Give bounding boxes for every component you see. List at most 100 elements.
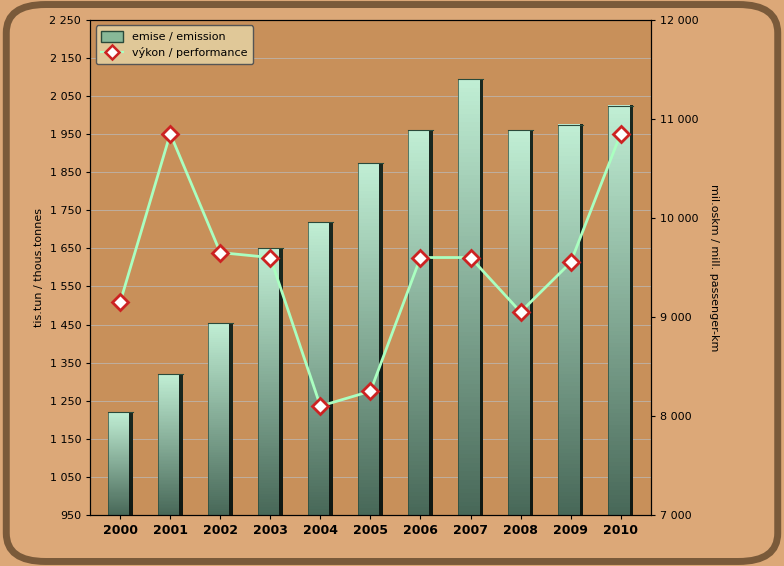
Bar — [308, 289, 333, 292]
Bar — [480, 310, 483, 314]
Bar — [308, 448, 333, 451]
Bar — [408, 430, 433, 434]
Bar — [208, 394, 233, 396]
Bar — [279, 499, 283, 501]
Bar — [630, 384, 633, 388]
Bar — [180, 388, 183, 389]
Bar — [480, 188, 483, 192]
Bar — [508, 365, 533, 369]
Bar — [458, 118, 483, 122]
Bar — [107, 469, 132, 470]
Bar — [379, 381, 383, 385]
Bar — [630, 343, 633, 347]
Bar — [107, 447, 132, 448]
Bar — [180, 512, 183, 514]
Bar — [608, 212, 633, 216]
Bar — [358, 498, 383, 501]
Bar — [579, 398, 583, 402]
Bar — [258, 256, 283, 259]
Bar — [408, 250, 433, 254]
Bar — [508, 134, 533, 138]
Bar — [229, 380, 233, 382]
Bar — [358, 473, 383, 477]
Bar — [558, 398, 583, 402]
Bar — [329, 263, 333, 265]
Bar — [430, 319, 433, 323]
Bar — [329, 389, 333, 392]
Bar — [258, 328, 283, 331]
Bar — [129, 491, 132, 492]
Bar — [358, 388, 383, 392]
Bar — [508, 161, 533, 165]
Bar — [258, 261, 283, 264]
Bar — [508, 503, 533, 507]
Bar — [630, 105, 633, 110]
Bar — [358, 180, 383, 184]
Bar — [329, 230, 333, 233]
Bar — [579, 429, 583, 433]
Bar — [180, 483, 183, 484]
Bar — [379, 300, 383, 303]
Bar — [158, 400, 183, 401]
Bar — [608, 245, 633, 249]
Bar — [279, 320, 283, 323]
Bar — [608, 167, 633, 171]
Bar — [107, 514, 132, 515]
Bar — [258, 371, 283, 374]
Bar — [579, 144, 583, 148]
Bar — [329, 286, 333, 289]
Bar — [329, 451, 333, 453]
Bar — [107, 424, 132, 426]
Bar — [107, 478, 132, 479]
Bar — [530, 449, 533, 453]
Bar — [608, 110, 633, 114]
Bar — [579, 168, 583, 171]
Bar — [279, 451, 283, 454]
Bar — [329, 453, 333, 456]
Bar — [608, 122, 633, 126]
Bar — [229, 351, 233, 353]
Bar — [608, 273, 633, 277]
Bar — [158, 447, 183, 449]
Bar — [458, 441, 483, 445]
Bar — [480, 406, 483, 410]
Bar — [180, 434, 183, 435]
Bar — [180, 464, 183, 466]
Bar — [408, 357, 433, 361]
Bar — [229, 463, 233, 465]
Bar — [630, 507, 633, 511]
Bar — [379, 297, 383, 300]
Bar — [630, 392, 633, 396]
Bar — [107, 427, 132, 428]
Bar — [530, 211, 533, 215]
Bar — [208, 355, 233, 357]
Bar — [480, 388, 483, 393]
Bar — [329, 310, 333, 312]
Bar — [558, 374, 583, 379]
Bar — [358, 448, 383, 452]
Bar — [107, 485, 132, 486]
Bar — [379, 473, 383, 477]
Bar — [458, 218, 483, 223]
Bar — [329, 477, 333, 480]
Bar — [508, 457, 533, 461]
Bar — [630, 122, 633, 126]
Bar — [480, 288, 483, 293]
Bar — [107, 503, 132, 504]
Bar — [308, 459, 333, 462]
Bar — [329, 277, 333, 280]
Bar — [379, 501, 383, 504]
Bar — [129, 487, 132, 488]
Bar — [158, 425, 183, 426]
Bar — [530, 396, 533, 400]
Bar — [430, 142, 433, 145]
Bar — [508, 388, 533, 392]
Bar — [630, 429, 633, 433]
Bar — [379, 272, 383, 276]
Bar — [258, 478, 283, 481]
Bar — [208, 469, 233, 471]
Bar — [558, 312, 583, 316]
Bar — [608, 220, 633, 224]
Bar — [379, 342, 383, 346]
Bar — [308, 315, 333, 319]
